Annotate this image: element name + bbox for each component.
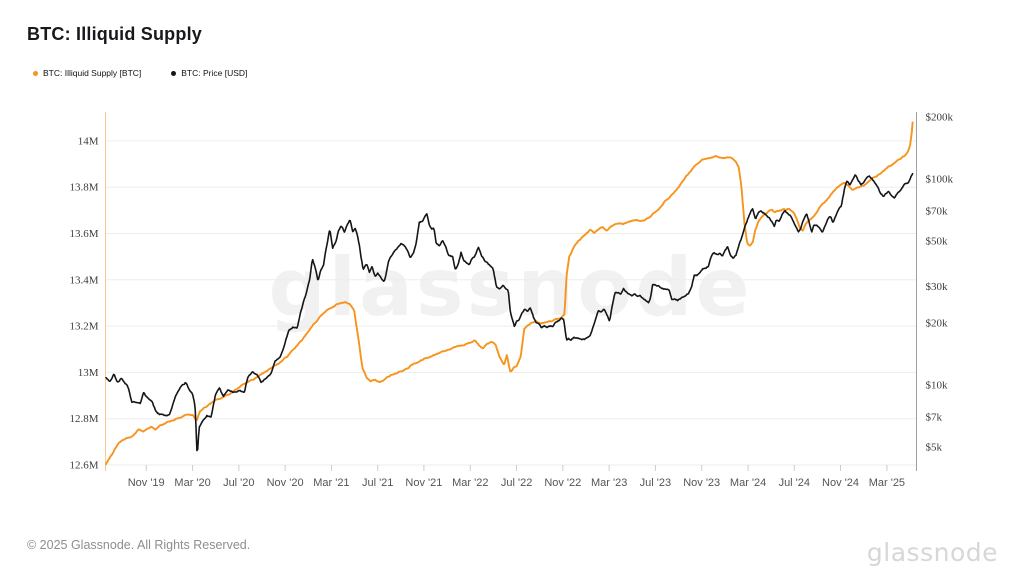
y-right-tick-label: $5k [926,442,943,454]
x-tick-label: Mar '23 [591,477,627,489]
x-tick-label: Jul '24 [779,477,810,489]
legend-dot-orange-icon [33,70,38,76]
series-line-illiquid-supply [105,121,914,466]
x-tick-label: Nov '20 [267,477,304,489]
glassnode-watermark: glassnode [268,241,753,334]
x-tick-label: Nov '23 [683,477,720,489]
x-tick-label: Mar '21 [313,477,349,489]
legend-label: BTC: Illiquid Supply [BTC] [43,68,142,78]
y-left-tick-label: 14M [78,135,99,147]
y-left-tick-label: 13M [78,367,99,379]
chart-legend: BTC: Illiquid Supply [BTC] BTC: Price [U… [33,68,247,78]
y-right-tick-label: $200k [926,111,954,123]
y-left-tick-label: 12.8M [69,413,98,425]
x-tick-label: Mar '25 [869,477,905,489]
y-right-tick-label: $30k [926,281,949,293]
copyright-text: © 2025 Glassnode. All Rights Reserved. [27,538,251,552]
legend-item-illiquid-supply[interactable]: BTC: Illiquid Supply [BTC] [33,68,141,78]
x-tick-label: Nov '21 [405,477,442,489]
y-right-tick-label: $20k [926,318,949,330]
x-tick-label: Mar '22 [452,477,488,489]
y-right-tick-label: $100k [926,174,954,186]
y-left-tick-label: 13.2M [69,321,98,333]
x-tick-label: Jul '23 [640,477,671,489]
x-tick-label: Nov '24 [822,477,859,489]
y-left-tick-label: 13.6M [69,228,98,240]
x-tick-label: Nov '19 [128,477,165,489]
y-right-tick-label: $7k [926,412,943,424]
y-right-tick-label: $50k [926,236,949,248]
y-left-tick-label: 13.8M [69,182,98,194]
x-tick-label: Nov '22 [544,477,581,489]
y-right-tick-label: $70k [926,205,949,217]
legend-label: BTC: Price [USD] [181,68,248,78]
x-tick-label: Jul '21 [362,477,393,489]
y-left-tick-label: 13.4M [69,274,98,286]
legend-dot-black-icon [171,70,177,76]
glassnode-logo: glassnode [866,538,998,567]
x-tick-label: Mar '24 [730,477,766,489]
x-tick-label: Jul '20 [223,477,254,489]
y-right-tick-label: $10k [926,380,949,392]
page-title: BTC: Illiquid Supply [27,24,202,44]
x-tick-label: Mar '20 [174,477,210,489]
y-left-tick-label: 12.6M [69,460,98,472]
legend-item-price[interactable]: BTC: Price [USD] [171,68,247,78]
x-tick-label: Jul '22 [501,477,532,489]
series-line-price [105,172,914,452]
